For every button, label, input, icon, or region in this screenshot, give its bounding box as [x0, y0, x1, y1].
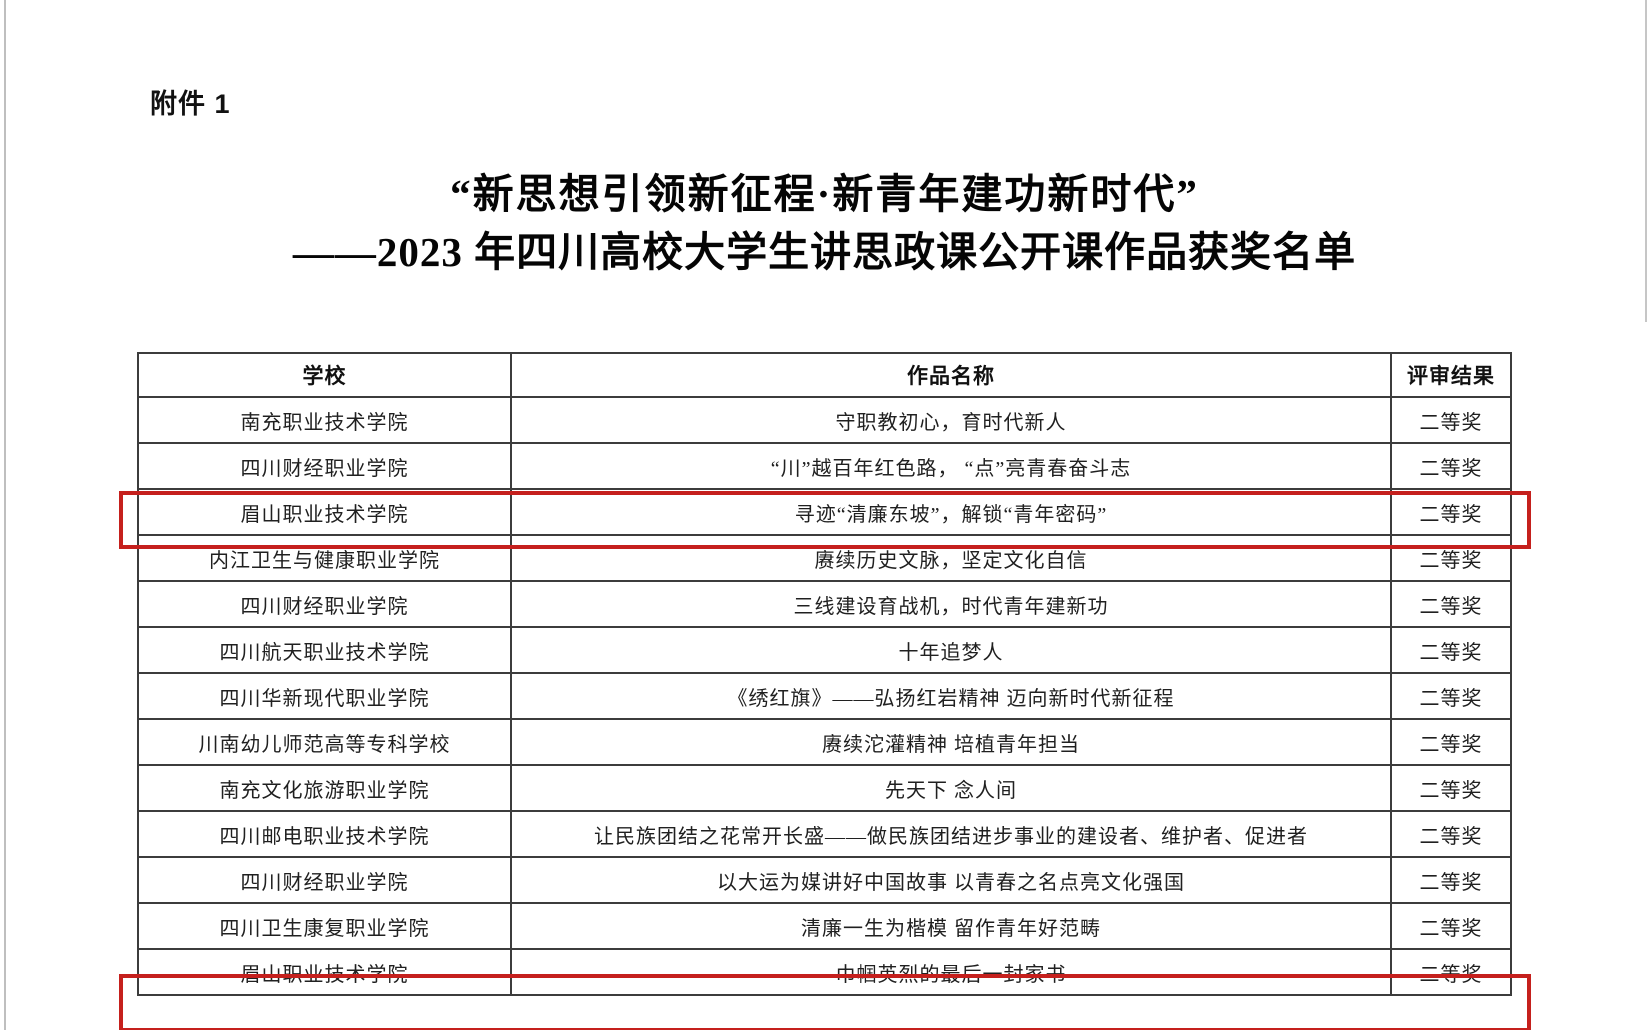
table-row: 内江卫生与健康职业学院 赓续历史文脉，坚定文化自信 二等奖	[137, 534, 1512, 582]
work-cell: 以大运为媒讲好中国故事 以青春之名点亮文化强国	[510, 856, 1392, 904]
work-cell: 寻迹“清廉东坡”，解锁“青年密码”	[510, 488, 1392, 536]
table-row: 南充文化旅游职业学院 先天下 念人间 二等奖	[137, 764, 1512, 812]
work-cell: 赓续沱灌精神 培植青年担当	[510, 718, 1392, 766]
result-cell: 二等奖	[1390, 810, 1512, 858]
school-cell: 四川华新现代职业学院	[137, 672, 512, 720]
table-row: 南充职业技术学院 守职教初心，育时代新人 二等奖	[137, 396, 1512, 444]
work-cell: 三线建设育战机，时代青年建新功	[510, 580, 1392, 628]
school-cell: 南充职业技术学院	[137, 396, 512, 444]
header-result: 评审结果	[1390, 352, 1512, 398]
table-row: 四川财经职业学院 三线建设育战机，时代青年建新功 二等奖	[137, 580, 1512, 628]
page-edge-right-line	[1645, 0, 1647, 322]
table-row: 四川航天职业技术学院 十年追梦人 二等奖	[137, 626, 1512, 674]
result-cell: 二等奖	[1390, 948, 1512, 996]
header-work: 作品名称	[510, 352, 1392, 398]
document-title: “新思想引领新征程·新青年建功新时代” ——2023 年四川高校大学生讲思政课公…	[137, 170, 1512, 276]
result-cell: 二等奖	[1390, 672, 1512, 720]
result-cell: 二等奖	[1390, 718, 1512, 766]
result-cell: 二等奖	[1390, 856, 1512, 904]
school-cell: 四川财经职业学院	[137, 856, 512, 904]
school-cell: 四川财经职业学院	[137, 580, 512, 628]
work-cell: 守职教初心，育时代新人	[510, 396, 1392, 444]
attachment-label: 附件 1	[150, 89, 231, 119]
work-cell: 赓续历史文脉，坚定文化自信	[510, 534, 1392, 582]
table-row: 四川邮电职业技术学院 让民族团结之花常开长盛——做民族团结进步事业的建设者、维护…	[137, 810, 1512, 858]
school-cell: 四川航天职业技术学院	[137, 626, 512, 674]
result-cell: 二等奖	[1390, 626, 1512, 674]
work-cell: 《绣红旗》——弘扬红岩精神 迈向新时代新征程	[510, 672, 1392, 720]
school-cell: 眉山职业技术学院	[137, 488, 512, 536]
school-cell: 内江卫生与健康职业学院	[137, 534, 512, 582]
table-row: 四川华新现代职业学院 《绣红旗》——弘扬红岩精神 迈向新时代新征程 二等奖	[137, 672, 1512, 720]
result-cell: 二等奖	[1390, 580, 1512, 628]
work-cell: “川”越百年红色路， “点”亮青春奋斗志	[510, 442, 1392, 490]
result-cell: 二等奖	[1390, 488, 1512, 536]
school-cell: 南充文化旅游职业学院	[137, 764, 512, 812]
work-cell: 清廉一生为楷模 留作青年好范畴	[510, 902, 1392, 950]
result-cell: 二等奖	[1390, 902, 1512, 950]
work-cell: 让民族团结之花常开长盛——做民族团结进步事业的建设者、维护者、促进者	[510, 810, 1392, 858]
page-edge-left-line	[4, 0, 6, 1030]
table-row: 四川财经职业学院 以大运为媒讲好中国故事 以青春之名点亮文化强国 二等奖	[137, 856, 1512, 904]
school-cell: 川南幼儿师范高等专科学校	[137, 718, 512, 766]
table-row: 四川财经职业学院 “川”越百年红色路， “点”亮青春奋斗志 二等奖	[137, 442, 1512, 490]
school-cell: 眉山职业技术学院	[137, 948, 512, 996]
school-cell: 四川卫生康复职业学院	[137, 902, 512, 950]
table-row: 四川卫生康复职业学院 清廉一生为楷模 留作青年好范畴 二等奖	[137, 902, 1512, 950]
result-cell: 二等奖	[1390, 764, 1512, 812]
table-row-highlighted: 眉山职业技术学院 寻迹“清廉东坡”，解锁“青年密码” 二等奖	[137, 488, 1512, 536]
table-header-row: 学校 作品名称 评审结果	[137, 352, 1512, 398]
award-table: 学校 作品名称 评审结果 南充职业技术学院 守职教初心，育时代新人 二等奖 四川…	[137, 352, 1512, 996]
school-cell: 四川财经职业学院	[137, 442, 512, 490]
title-line-2: ——2023 年四川高校大学生讲思政课公开课作品获奖名单	[292, 229, 1357, 275]
result-cell: 二等奖	[1390, 396, 1512, 444]
result-cell: 二等奖	[1390, 534, 1512, 582]
title-line-1: “新思想引领新征程·新青年建功新时代”	[450, 171, 1199, 217]
work-cell: 先天下 念人间	[510, 764, 1392, 812]
table-row-highlighted: 眉山职业技术学院 巾帼英烈的最后一封家书 二等奖	[137, 948, 1512, 996]
result-cell: 二等奖	[1390, 442, 1512, 490]
work-cell: 十年追梦人	[510, 626, 1392, 674]
work-cell: 巾帼英烈的最后一封家书	[510, 948, 1392, 996]
table-row: 川南幼儿师范高等专科学校 赓续沱灌精神 培植青年担当 二等奖	[137, 718, 1512, 766]
school-cell: 四川邮电职业技术学院	[137, 810, 512, 858]
header-school: 学校	[137, 352, 512, 398]
